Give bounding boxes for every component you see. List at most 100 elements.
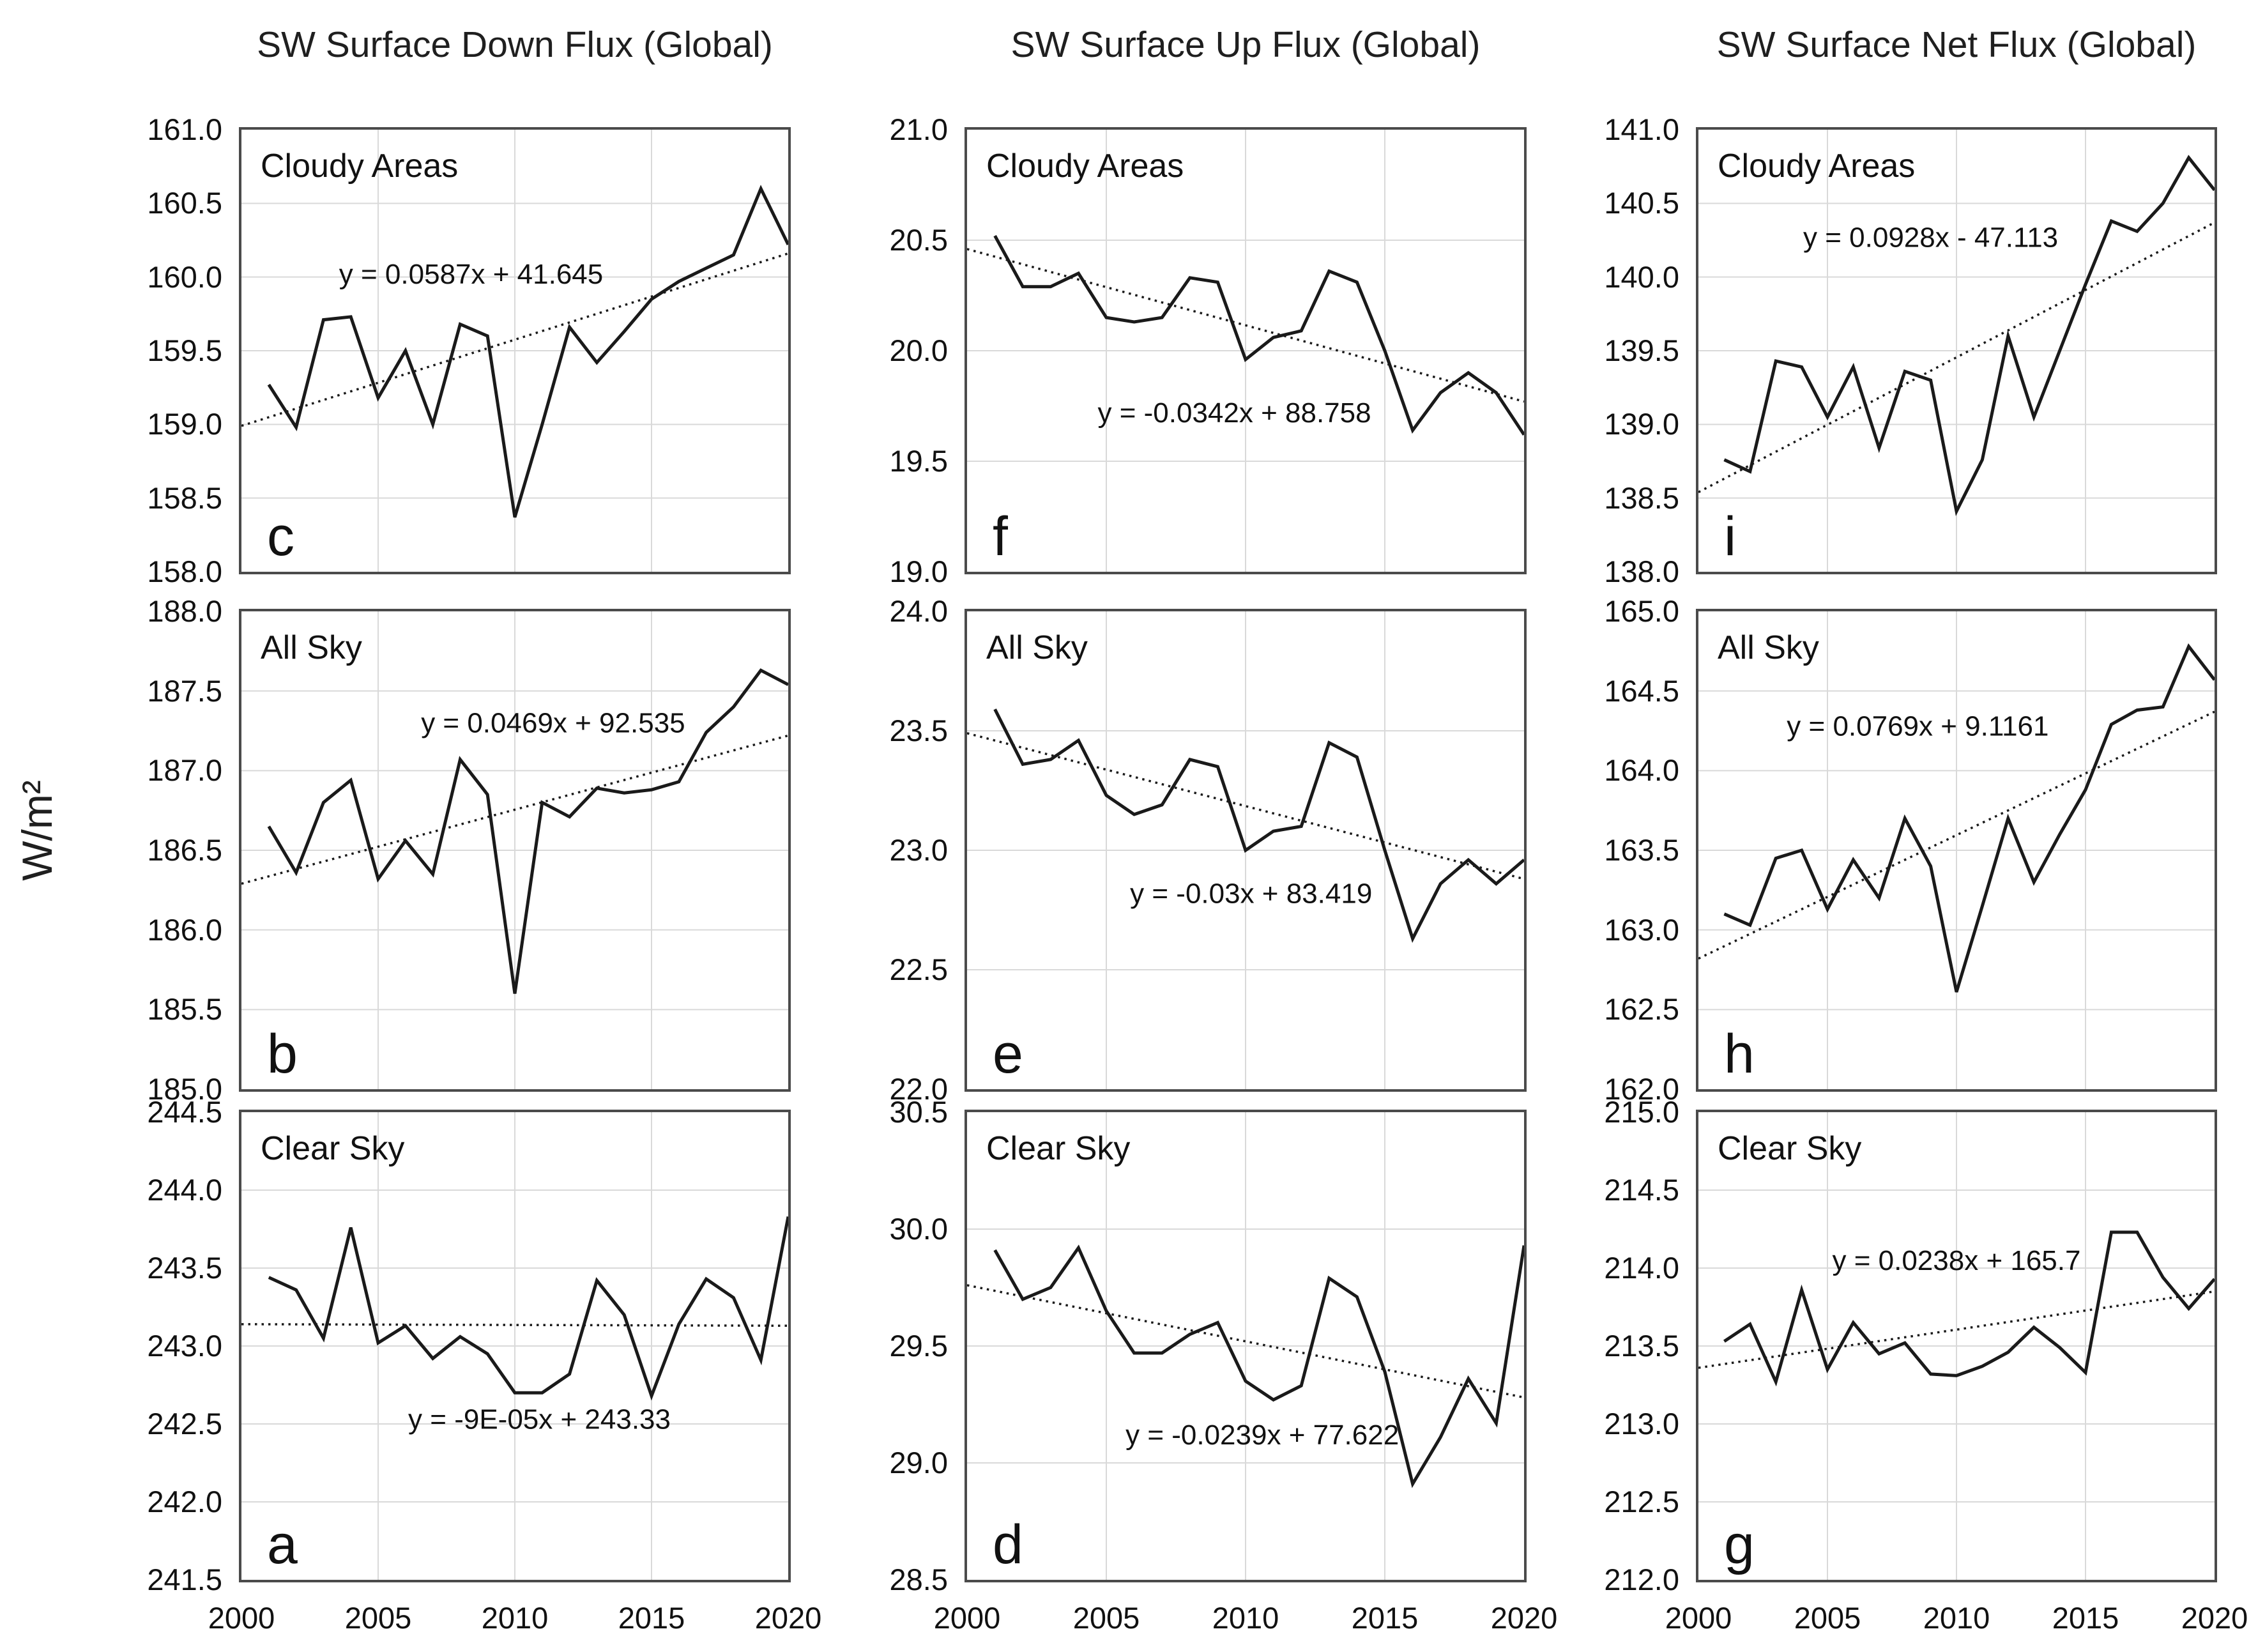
x-tick-label: 2000	[933, 1601, 1001, 1635]
y-tick-label: 186.5	[147, 833, 222, 867]
y-tick-label: 29.0	[889, 1446, 948, 1480]
panel-letter-h: h	[1724, 1023, 1755, 1085]
panel-a: Clear Sky a y = -9E-05x + 243.33	[239, 1110, 791, 1582]
y-tick-label: 214.5	[1604, 1173, 1679, 1207]
series-line-g	[1723, 1230, 2215, 1387]
x-tick-label: 2000	[208, 1601, 275, 1635]
chart-plot-e: All Sky e y = -0.03x + 83.419	[967, 611, 1524, 1089]
x-tick-label: 2020	[1490, 1601, 1558, 1635]
y-tick-label: 212.5	[1604, 1485, 1679, 1518]
panel-letter-f: f	[993, 506, 1009, 567]
y-tick-label: 213.5	[1604, 1329, 1679, 1363]
panel-letter-e: e	[993, 1023, 1023, 1085]
chart-plot-i: Cloudy Areas i y = 0.0928x - 47.113	[1698, 130, 2215, 572]
trend-line-f	[967, 248, 1524, 403]
series-line-e	[993, 708, 1524, 943]
y-tick-label: 20.5	[889, 223, 948, 257]
trend-line-d	[967, 1284, 1524, 1399]
series-line-f	[993, 234, 1524, 436]
trend-equation-g: y = 0.0238x + 165.7	[1833, 1245, 2081, 1276]
y-tick-label: 23.5	[889, 714, 948, 747]
y-tick-label: 244.5	[147, 1095, 222, 1129]
y-tick-label: 22.5	[889, 952, 948, 986]
y-tick-label: 160.0	[147, 259, 222, 294]
y-tick-label: 139.5	[1604, 333, 1679, 367]
y-tick-label: 19.5	[889, 444, 948, 478]
trend-equation-d: y = -0.0239x + 77.622	[1125, 1419, 1399, 1451]
trend-equation-b: y = 0.0469x + 92.535	[421, 708, 685, 739]
chart-plot-g: Clear Sky g y = 0.0238x + 165.7	[1698, 1112, 2215, 1580]
chart-plot-b: All Sky b y = 0.0469x + 92.535	[241, 611, 788, 1089]
panel-c: Cloudy Areas c y = 0.0587x + 41.645	[239, 127, 791, 574]
x-tick-label: 2020	[2181, 1601, 2248, 1635]
y-tick-label: 139.0	[1604, 407, 1679, 441]
series-line-c	[267, 185, 788, 518]
y-tick-label: 138.0	[1604, 554, 1679, 588]
y-tick-label: 159.0	[147, 407, 222, 441]
trend-equation-h: y = 0.0769x + 9.1161	[1787, 711, 2048, 742]
panel-letter-g: g	[1724, 1514, 1755, 1575]
y-tick-label: 19.0	[889, 554, 948, 588]
chart-plot-c: Cloudy Areas c y = 0.0587x + 41.645	[241, 130, 788, 572]
y-tick-label: 162.5	[1604, 992, 1679, 1027]
y-tick-label: 22.0	[889, 1072, 948, 1106]
y-tick-label: 215.0	[1604, 1095, 1679, 1129]
chart-plot-a: Clear Sky a y = -9E-05x + 243.33	[241, 1112, 788, 1580]
y-tick-label: 28.5	[889, 1563, 948, 1596]
panel-sublabel-d: Clear Sky	[986, 1130, 1130, 1167]
y-tick-label: 164.0	[1604, 753, 1679, 788]
y-tick-label: 187.5	[147, 673, 222, 708]
panel-g: Clear Sky g y = 0.0238x + 165.7	[1696, 1110, 2217, 1582]
y-tick-label: 24.0	[889, 594, 948, 628]
panel-letter-b: b	[267, 1023, 298, 1085]
y-tick-label: 214.0	[1604, 1251, 1679, 1285]
chart-plot-d: Clear Sky d y = -0.0239x + 77.622	[967, 1112, 1524, 1580]
y-tick-label: 187.0	[147, 753, 222, 788]
trend-equation-i: y = 0.0928x - 47.113	[1803, 222, 2058, 253]
panel-sublabel-i: Cloudy Areas	[1718, 148, 1915, 185]
panel-sublabel-g: Clear Sky	[1718, 1130, 1861, 1167]
panel-i: Cloudy Areas i y = 0.0928x - 47.113	[1696, 127, 2217, 574]
y-tick-label: 241.5	[147, 1563, 222, 1596]
trend-equation-a: y = -9E-05x + 243.33	[408, 1404, 671, 1435]
y-tick-label: 186.0	[147, 912, 222, 947]
panel-b: All Sky b y = 0.0469x + 92.535	[239, 609, 791, 1092]
y-tick-label: 21.0	[889, 112, 948, 146]
x-tick-label: 2020	[754, 1601, 822, 1635]
x-tick-label: 2015	[618, 1601, 685, 1635]
x-tick-label: 2005	[344, 1601, 412, 1635]
x-tick-label: 2005	[1794, 1601, 1861, 1635]
y-tick-label: 163.5	[1604, 833, 1679, 867]
y-tick-label: 138.5	[1604, 480, 1679, 515]
y-tick-label: 159.5	[147, 333, 222, 367]
y-tick-label: 243.0	[147, 1329, 222, 1363]
panel-sublabel-h: All Sky	[1718, 629, 1819, 666]
x-tick-label: 2005	[1072, 1601, 1140, 1635]
panel-letter-c: c	[267, 506, 294, 567]
panel-sublabel-c: Cloudy Areas	[261, 148, 458, 185]
y-tick-label: 185.0	[147, 1072, 222, 1106]
panel-letter-d: d	[993, 1514, 1023, 1575]
x-tick-label: 2000	[1665, 1601, 1732, 1635]
y-tick-label: 160.5	[147, 186, 222, 220]
y-tick-label: 30.0	[889, 1212, 948, 1246]
y-tick-label: 30.5	[889, 1095, 948, 1129]
series-line-b	[267, 668, 788, 994]
x-tick-label: 2010	[1923, 1601, 1990, 1635]
y-tick-label: 188.0	[147, 594, 222, 628]
x-tick-label: 2010	[481, 1601, 549, 1635]
y-tick-label: 29.5	[889, 1329, 948, 1363]
panel-sublabel-e: All Sky	[986, 629, 1088, 666]
y-tick-label: 163.0	[1604, 912, 1679, 947]
y-tick-label: 185.5	[147, 992, 222, 1027]
x-tick-label: 2015	[2052, 1601, 2119, 1635]
y-tick-label: 244.0	[147, 1173, 222, 1207]
trend-line-h	[1698, 710, 2215, 960]
trend-line-e	[967, 732, 1524, 880]
panel-letter-i: i	[1724, 506, 1736, 567]
panel-f: Cloudy Areas f y = -0.0342x + 88.758	[965, 127, 1527, 574]
column-title-up-flux: SW Surface Up Flux (Global)	[1010, 24, 1481, 65]
y-tick-label: 165.0	[1604, 594, 1679, 628]
trend-line-c	[241, 252, 788, 427]
